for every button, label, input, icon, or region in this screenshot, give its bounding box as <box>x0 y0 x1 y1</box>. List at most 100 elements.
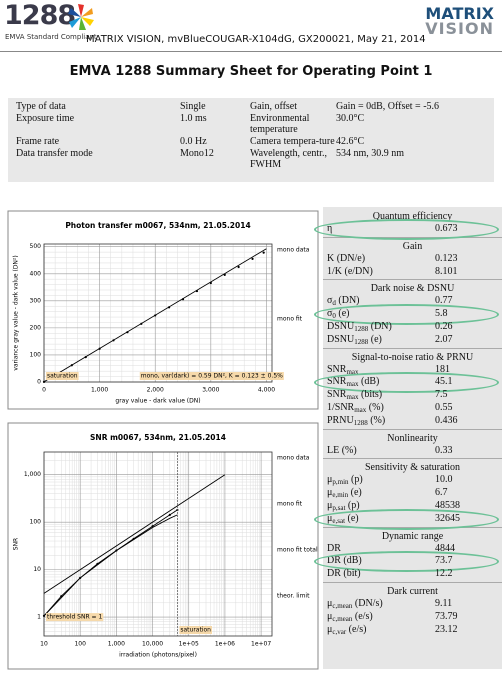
row-value: 23.12 <box>435 623 458 635</box>
row-symbol: SNR <box>327 363 347 375</box>
info-label: Data transfer mode <box>16 148 93 159</box>
summary-row: σ0 (e) 5.8 <box>314 304 502 325</box>
row-subscript: p,sat <box>332 503 346 512</box>
chart-title: SNR m0067, 534nm, 21.05.2014 <box>90 433 226 442</box>
row-unit: (e) <box>338 308 350 320</box>
summary-row: μc,var (e/s) 23.12 <box>323 624 502 637</box>
info-value: Gain = 0dB, Offset = -5.6 <box>336 101 440 112</box>
section-title: Dark current <box>323 581 502 598</box>
x-tick-label: 1,000 <box>108 641 125 648</box>
summary-row: μc,mean (e/s) 73.79 <box>323 611 502 624</box>
row-value: 0.26 <box>435 320 453 332</box>
y-tick-label: 200 <box>30 324 42 331</box>
x-tick-label: 2,000 <box>147 387 164 394</box>
summary-row: μp,min (p) 10.0 <box>323 474 502 487</box>
row-symbol: σ <box>327 295 333 307</box>
x-tick-label: 1e+06 <box>215 641 235 648</box>
summary-row: η 0.673 <box>314 219 502 240</box>
header-rule <box>0 51 502 52</box>
row-subscript: c,var <box>332 627 347 636</box>
row-label: SNRmax (bits) <box>327 389 382 401</box>
plot-frame <box>43 243 273 383</box>
row-symbol: μ <box>327 623 333 635</box>
logo-number: 1288 <box>4 0 76 31</box>
info-grid: Type of data Single Gain, offset Gain = 0dB… <box>8 98 494 170</box>
x-tick-label: 1e+07 <box>251 641 271 648</box>
row-symbol: μ <box>327 474 333 486</box>
row-subscript: max <box>354 405 367 414</box>
info-value: 30.0°C <box>336 113 365 124</box>
row-label: 1/SNRmax (%) <box>327 402 384 414</box>
summary-row: DR (dB) 73.7 <box>314 551 502 572</box>
annotation-bg <box>179 626 212 634</box>
row-label: DSNU1288 (e) <box>327 334 382 346</box>
y-tick-label: 500 <box>30 243 42 250</box>
title: EMVA 1288 Summary Sheet for Operating Po… <box>69 64 433 79</box>
row-subscript: e,sat <box>332 516 346 525</box>
row-label: 1/K (e/DN) <box>327 266 373 277</box>
row-symbol: SNR <box>327 376 347 388</box>
summary-row: DR (bit) 12.2 <box>323 568 502 581</box>
x-tick-label: 4,000 <box>258 387 275 394</box>
legend-label: theor. limit <box>277 593 310 600</box>
section-title: Sensitivity & saturation <box>323 458 502 474</box>
x-tick-label: 10 <box>40 641 48 648</box>
info-label: Exposure time <box>16 113 75 124</box>
info-value: Single <box>180 101 206 112</box>
row-subscript: max <box>346 367 359 376</box>
row-unit: (%) <box>370 414 386 426</box>
summary-row: μc,mean (DN/s) 9.11 <box>323 598 502 611</box>
row-unit: (e) <box>350 487 362 499</box>
row-label: μp,min (p) <box>327 474 363 486</box>
info-label: Frame rate <box>16 136 60 147</box>
info-label: Gain, offset <box>250 101 298 112</box>
row-value: 7.5 <box>435 389 448 401</box>
row-label: σ0 (e) <box>327 308 350 320</box>
x-tick-label: 10,000 <box>142 641 163 648</box>
info-label: Camera tempera-ture <box>250 136 335 147</box>
brand-word: MATRIX <box>425 4 494 23</box>
charts: Photon transfer m0067, 534nm, 21.05.2014… <box>7 210 319 670</box>
data-point <box>251 257 254 260</box>
info-value: Mono12 <box>180 148 214 159</box>
annotation-bg <box>139 372 284 380</box>
info-value: 42.6°C <box>336 136 365 147</box>
data-line <box>43 474 226 594</box>
row-subscript: 1288 <box>354 324 369 333</box>
row-value: 9.11 <box>435 597 453 609</box>
row-unit: (p) <box>351 474 363 486</box>
summary-row: PRNU1288 (%) 0.436 <box>323 415 502 428</box>
info-label: Wavelength, centr., FWHM <box>250 148 327 170</box>
y-tick-label: 100 <box>30 351 42 358</box>
row-value: 0.673 <box>435 223 458 234</box>
row-symbol: μ <box>327 610 333 622</box>
row-unit: (dB) <box>361 376 380 388</box>
row-subscript: e,min <box>332 491 349 500</box>
legend-label: mono fit <box>277 316 303 323</box>
section-title: Signal-to-noise ratio & PRNU <box>323 347 502 364</box>
x-axis-label: irradiation (photons/pixel) <box>119 652 197 659</box>
row-symbol: K (DN/e) <box>327 252 366 264</box>
header-line: MATRIX VISION, mvBlueCOUGAR-X104dG, GX20… <box>86 34 426 45</box>
legend-label: mono fit total <box>277 547 318 554</box>
info-label: Environmental temperature <box>250 113 310 135</box>
row-unit: (DN/s) <box>354 597 383 609</box>
row-label: σd (DN) <box>327 295 360 307</box>
row-label: μp,sat (p) <box>327 500 360 512</box>
row-label: η <box>327 223 332 234</box>
row-value: 10.0 <box>435 474 453 486</box>
row-label: DR (dB) <box>327 555 362 566</box>
summary-row: μe,sat (e) 32645 <box>314 508 502 530</box>
annotation-bg <box>46 613 104 622</box>
row-value: 48538 <box>435 499 460 511</box>
row-label: μc,var (e/s) <box>327 623 366 636</box>
row-value: 181 <box>435 363 450 375</box>
annotation: threshold SNR = 1 <box>47 614 102 621</box>
annotation: mono, var(dark) = 0.59 DN², K = 0.123 ± … <box>141 373 283 380</box>
summary-row: DR 4844 <box>323 543 502 556</box>
data-line <box>43 248 267 383</box>
row-subscript: c,mean <box>332 601 353 610</box>
row-subscript: c,mean <box>332 614 353 623</box>
summary-row: μp,sat (p) 48538 <box>323 500 502 513</box>
y-axis-label: SNR <box>13 538 20 550</box>
